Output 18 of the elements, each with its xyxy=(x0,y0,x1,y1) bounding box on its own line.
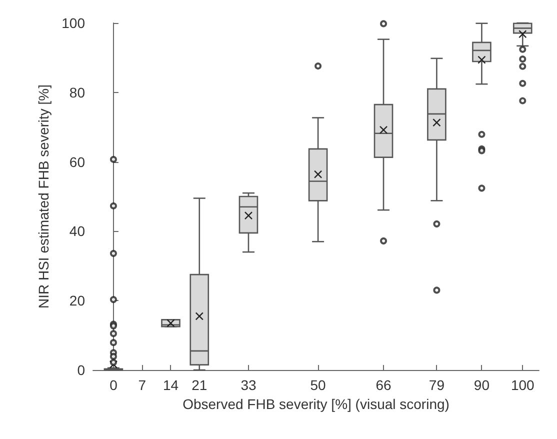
y-tick-label: 0 xyxy=(77,362,86,378)
x-tick-label: 100 xyxy=(510,377,535,393)
x-axis-title: Observed FHB severity [%] (visual scoring) xyxy=(182,396,450,412)
y-tick-label: 100 xyxy=(62,15,86,31)
x-tick-label: 14 xyxy=(162,377,179,393)
x-tick-label: 21 xyxy=(192,377,208,393)
x-tick-label: 66 xyxy=(376,377,392,393)
x-tick-label: 7 xyxy=(138,377,146,393)
y-tick-label: 20 xyxy=(69,292,86,309)
x-tick-label: 50 xyxy=(310,377,326,393)
y-tick-label: 60 xyxy=(69,154,86,170)
x-tick-label: 90 xyxy=(474,377,490,393)
y-axis-title: NIR HSI estimated FHB severity [%] xyxy=(36,84,52,309)
x-tick-label: 0 xyxy=(110,377,118,393)
x-tick-label: 33 xyxy=(240,377,256,393)
y-tick-label: 80 xyxy=(69,84,86,100)
x-tick-label: 79 xyxy=(428,377,445,393)
y-tick-label: 40 xyxy=(69,223,86,240)
